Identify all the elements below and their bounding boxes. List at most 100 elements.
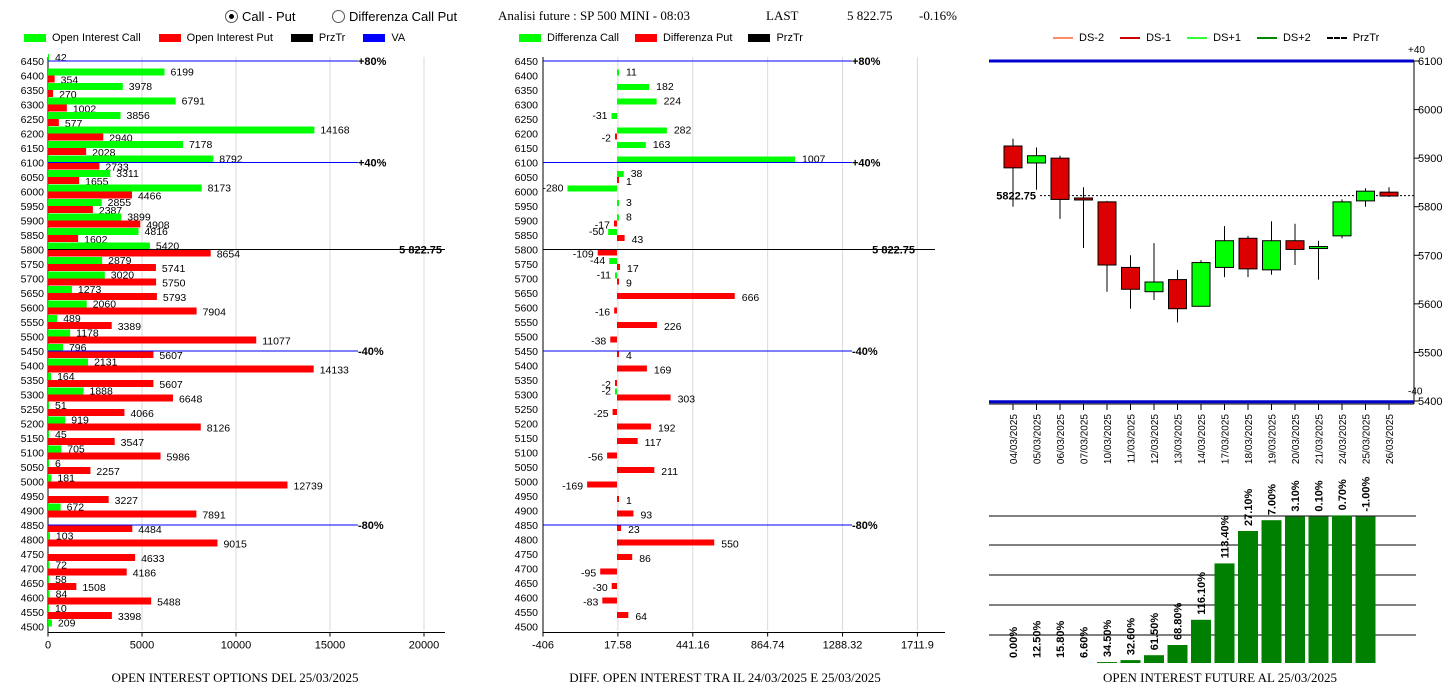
strike-label: 6350 xyxy=(515,85,539,97)
diff-call-label: -280 xyxy=(542,183,563,195)
call-bar xyxy=(48,445,62,453)
call-value-label: 84 xyxy=(56,589,68,601)
diff-put-bar xyxy=(614,307,617,314)
date-label: 25/03/2025 xyxy=(1362,414,1373,464)
footer-right: OPEN INTEREST FUTURE AL 25/03/2025 xyxy=(1102,670,1337,685)
diff-put-bar xyxy=(615,380,617,386)
strike-label: 4950 xyxy=(515,491,539,503)
x-tick-label: 864.74 xyxy=(751,640,785,652)
diff-call-bar xyxy=(611,113,617,119)
legend-item: Open Interest Call xyxy=(24,32,141,44)
x-tick-label: -406 xyxy=(532,640,554,652)
date-label: 21/03/2025 xyxy=(1315,414,1326,464)
legend-item: DS+1 xyxy=(1187,32,1241,44)
strike-label: 5550 xyxy=(515,317,539,329)
diff-call-bar xyxy=(617,214,619,221)
call-bar xyxy=(48,155,214,163)
oi-bar xyxy=(1097,662,1117,663)
oi-bar xyxy=(1332,515,1352,663)
diff-put-bar xyxy=(617,235,625,241)
oi-change-label: 113.40% xyxy=(1220,515,1232,558)
put-bar xyxy=(48,583,77,590)
legend-label: Open Interest Call xyxy=(52,32,141,44)
candle-body xyxy=(1144,281,1164,293)
put-bar xyxy=(48,148,87,155)
diff-put-label: -17 xyxy=(595,220,610,232)
oi-change-label: 0.00% xyxy=(1008,627,1020,658)
price-line-label: 5 822.75 xyxy=(872,245,915,257)
put-bar xyxy=(48,264,156,271)
va-line-label: -40% xyxy=(852,346,878,358)
strike-label: 6350 xyxy=(21,85,45,97)
strike-label: 5100 xyxy=(21,448,45,460)
strike-label: 5000 xyxy=(21,477,45,489)
legend-item: PrzTr xyxy=(290,32,345,44)
diff-call-label: 8 xyxy=(626,212,632,224)
diff-put-bar xyxy=(610,336,617,343)
strike-label: 5350 xyxy=(515,375,539,387)
strike-label: 5150 xyxy=(21,433,45,445)
strike-label: 6300 xyxy=(21,100,45,112)
oi-bar xyxy=(1144,655,1164,663)
radio-diff-call-put[interactable]: Differenza Call Put xyxy=(332,9,457,24)
diff-call-bar xyxy=(617,171,624,177)
put-value-label: 6648 xyxy=(179,394,203,406)
diff-put-label: 9 xyxy=(626,278,632,290)
date-label: 26/03/2025 xyxy=(1385,414,1396,464)
put-bar xyxy=(48,481,288,489)
oi-bar xyxy=(1214,563,1235,663)
put-bar xyxy=(48,568,127,576)
diff-put-bar xyxy=(617,525,622,531)
radio-call-put[interactable]: Call - Put xyxy=(225,9,295,24)
right-legend: DS-2 DS-1 DS+1 DS+2 PrzTr xyxy=(1053,32,1379,44)
strike-label: 4950 xyxy=(21,491,45,503)
strike-label: 6000 xyxy=(515,187,539,199)
put-bar xyxy=(48,133,104,141)
call-value-label: 8173 xyxy=(208,183,232,195)
candle-body xyxy=(1238,237,1258,270)
diff-put-bar xyxy=(602,597,617,604)
put-value-label: 5607 xyxy=(159,379,183,391)
diff-call-bar xyxy=(617,156,796,163)
put-bar xyxy=(48,496,109,503)
put-bar xyxy=(48,510,197,518)
strike-label: 6250 xyxy=(515,114,539,126)
radio-call-put-label: Call - Put xyxy=(242,9,296,24)
radio-unselected-icon[interactable] xyxy=(332,10,345,23)
call-bar xyxy=(48,300,87,308)
diff-call-bar xyxy=(617,84,650,90)
strike-label: 5900 xyxy=(515,216,539,228)
put-bar xyxy=(48,336,257,344)
call-bar xyxy=(48,402,49,409)
va-line-label: -80% xyxy=(852,520,878,532)
price-line-label: 5822.75 xyxy=(996,191,1036,203)
call-value-label: 3311 xyxy=(116,168,139,180)
legend-swatch xyxy=(158,34,181,42)
put-bar xyxy=(48,525,133,532)
future-oi-chart: 0.00% 12.50% 15.80% 6.60% 34.50% 32.60% 61.50%… xyxy=(989,477,1416,663)
legend-line xyxy=(1187,37,1208,39)
put-value-label: 11077 xyxy=(262,336,291,348)
put-value-label: 3227 xyxy=(115,495,139,507)
put-value-label: 1508 xyxy=(82,582,106,594)
call-bar xyxy=(48,460,49,467)
diff-call-bar xyxy=(617,142,646,148)
call-value-label: 6 xyxy=(55,458,61,470)
va-line-label: -40% xyxy=(358,346,384,358)
radio-selected-icon[interactable] xyxy=(225,10,238,23)
legend-item: Differenza Put xyxy=(634,32,732,44)
diff-put-bar xyxy=(597,249,617,256)
put-value-label: 5488 xyxy=(157,597,181,609)
put-bar xyxy=(48,380,154,387)
call-bar xyxy=(48,561,50,569)
put-bar xyxy=(48,75,55,83)
call-value-label: 209 xyxy=(58,618,76,630)
strike-label: 4900 xyxy=(21,506,45,518)
strike-label: 5400 xyxy=(515,361,539,373)
call-bar xyxy=(48,358,89,366)
put-bar xyxy=(48,322,112,329)
date-label: 06/03/2025 xyxy=(1056,414,1067,464)
radio-diff-label: Differenza Call Put xyxy=(349,9,458,24)
y-tick-label: 6000 xyxy=(1418,105,1442,117)
